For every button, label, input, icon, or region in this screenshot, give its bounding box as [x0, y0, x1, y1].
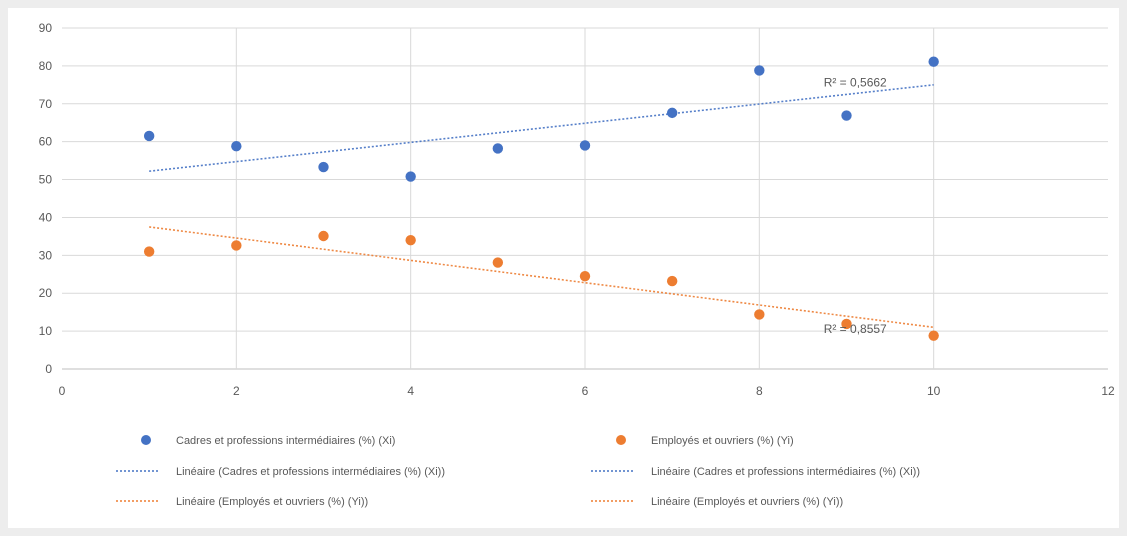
data-point-series-1 — [928, 330, 939, 341]
legend-marker — [616, 435, 626, 445]
r-squared-label: R² = 0,8557 — [824, 322, 887, 336]
y-tick-label: 20 — [39, 286, 53, 300]
data-point-series-1 — [405, 234, 416, 246]
x-tick-label: 12 — [1101, 384, 1115, 398]
legend-label: Cadres et professions intermédiaires (%)… — [176, 435, 395, 447]
chart-frame: 0 10 20 30 40 50 60 70 80 90 0 2 4 6 8 10 12 R² = 0,5662… — [8, 8, 1119, 528]
data-point-series-1 — [318, 230, 329, 242]
axis-ticks: 0 10 20 30 40 50 60 70 80 90 0 2 4 6 8 10 12 — [39, 21, 1115, 398]
y-tick-label: 10 — [39, 324, 53, 338]
data-point-series-0 — [231, 141, 242, 152]
data-point-series-0 — [666, 107, 678, 119]
y-tick-label: 50 — [39, 173, 53, 187]
data-point-series-0 — [318, 161, 329, 173]
data-point-series-1 — [231, 240, 242, 251]
trendlines — [149, 84, 934, 329]
data-point-series-1 — [666, 275, 678, 287]
y-tick-label: 90 — [39, 21, 53, 35]
y-tick-label: 0 — [45, 362, 52, 376]
data-point-series-0 — [928, 56, 939, 67]
r-squared-labels: R² = 0,5662 R² = 0,8557 — [824, 76, 887, 336]
data-point-series-0 — [579, 140, 591, 151]
data-point-series-1 — [492, 257, 504, 268]
data-point-series-0 — [405, 171, 416, 182]
x-tick-label: 10 — [927, 384, 941, 398]
y-tick-label: 70 — [39, 97, 53, 111]
legend-marker — [141, 435, 151, 445]
y-tick-label: 40 — [39, 210, 53, 224]
legend-label: Employés et ouvriers (%) (Yi) — [651, 435, 794, 447]
data-point-series-1 — [754, 309, 765, 320]
y-tick-label: 60 — [39, 135, 53, 149]
data-point-series-0 — [841, 110, 852, 121]
data-point-series-1 — [579, 270, 591, 282]
data-point-series-0 — [143, 130, 155, 142]
x-tick-label: 4 — [407, 384, 414, 398]
x-tick-label: 8 — [756, 384, 763, 398]
r-squared-label: R² = 0,5662 — [824, 76, 887, 90]
grid-lines — [62, 27, 1108, 370]
legend-label: Linéaire (Cadres et professions interméd… — [651, 466, 920, 478]
x-tick-label: 6 — [582, 384, 589, 398]
trendline-1 — [149, 226, 934, 329]
data-point-series-1 — [841, 318, 852, 330]
y-tick-label: 30 — [39, 248, 53, 262]
x-tick-label: 2 — [233, 384, 240, 398]
data-point-series-0 — [754, 65, 765, 76]
legend: Cadres et professions intermédiaires (%)… — [116, 435, 920, 508]
x-tick-label: 0 — [59, 384, 66, 398]
legend-label: Linéaire (Cadres et professions interméd… — [176, 466, 445, 478]
data-point-series-0 — [492, 143, 504, 154]
data-points — [143, 56, 939, 341]
trendline-0 — [149, 84, 934, 173]
data-point-series-1 — [143, 246, 155, 257]
scatter-chart: 0 10 20 30 40 50 60 70 80 90 0 2 4 6 8 10 12 R² = 0,5662… — [39, 21, 1115, 508]
legend-label: Linéaire (Employés et ouvriers (%) (Yi)) — [651, 496, 843, 508]
legend-label: Linéaire (Employés et ouvriers (%) (Yi)) — [176, 496, 368, 508]
y-tick-label: 80 — [39, 59, 53, 73]
